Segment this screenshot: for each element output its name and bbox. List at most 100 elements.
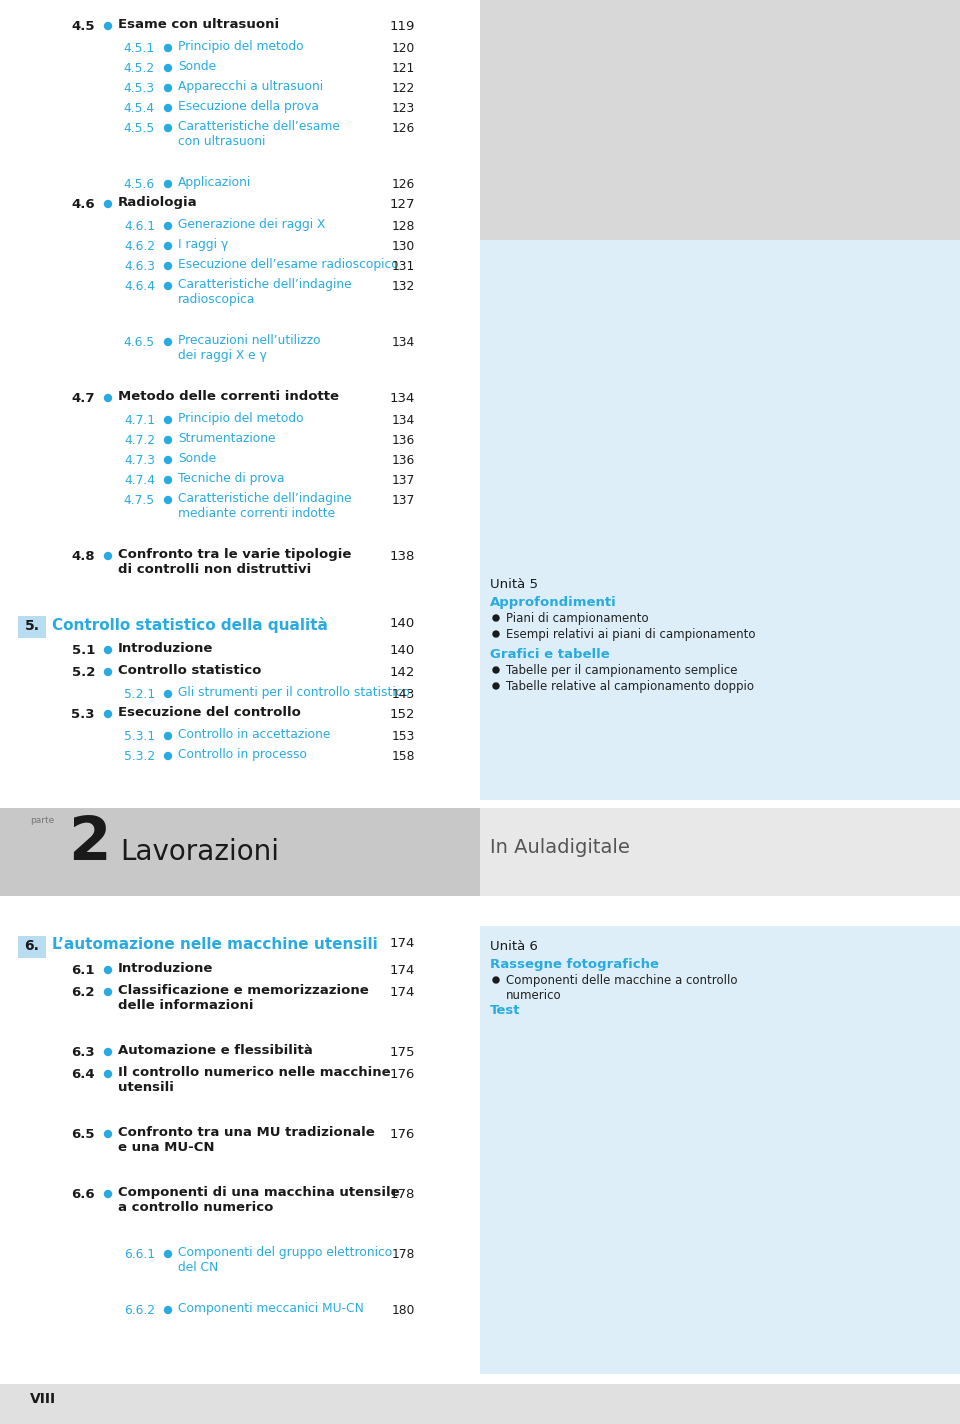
Circle shape <box>164 752 172 759</box>
Circle shape <box>164 104 172 111</box>
Circle shape <box>105 711 111 718</box>
Text: 6.4: 6.4 <box>71 1068 95 1081</box>
Circle shape <box>493 615 499 621</box>
Text: Rassegne fotografiche: Rassegne fotografiche <box>490 958 659 971</box>
Text: Precauzioni nell’utilizzo
dei raggi X e γ: Precauzioni nell’utilizzo dei raggi X e … <box>178 335 321 362</box>
Text: 5.3: 5.3 <box>71 708 95 721</box>
Text: 6.: 6. <box>25 938 39 953</box>
Text: 4.7: 4.7 <box>71 392 95 404</box>
Text: 4.7.4: 4.7.4 <box>124 474 155 487</box>
Text: 4.6.4: 4.6.4 <box>124 281 155 293</box>
Text: Test: Test <box>490 1004 520 1017</box>
Text: 140: 140 <box>390 617 415 629</box>
Text: Esecuzione della prova: Esecuzione della prova <box>178 100 319 112</box>
Text: 140: 140 <box>390 644 415 656</box>
Circle shape <box>164 44 172 51</box>
Text: parte: parte <box>30 816 55 824</box>
Text: Componenti meccanici MU-CN: Componenti meccanici MU-CN <box>178 1302 364 1314</box>
Circle shape <box>105 201 111 208</box>
Text: 4.6.3: 4.6.3 <box>124 261 155 273</box>
Text: 158: 158 <box>392 750 415 763</box>
Text: Esecuzione del controllo: Esecuzione del controllo <box>118 706 300 719</box>
Text: Esempi relativi ai piani di campionamento: Esempi relativi ai piani di campionament… <box>506 628 756 641</box>
Text: 4.5.2: 4.5.2 <box>124 63 155 75</box>
FancyBboxPatch shape <box>480 926 960 1374</box>
Circle shape <box>164 339 172 346</box>
Text: 128: 128 <box>392 219 415 234</box>
Text: 134: 134 <box>392 336 415 349</box>
Text: Componenti del gruppo elettronico
del CN: Componenti del gruppo elettronico del CN <box>178 1246 393 1274</box>
Circle shape <box>105 1131 111 1138</box>
FancyBboxPatch shape <box>480 241 960 570</box>
Text: 153: 153 <box>392 731 415 743</box>
Text: 4.7.1: 4.7.1 <box>124 414 155 427</box>
Text: 6.3: 6.3 <box>71 1047 95 1059</box>
FancyBboxPatch shape <box>0 1384 960 1424</box>
Circle shape <box>164 457 172 463</box>
Circle shape <box>164 497 172 504</box>
Text: 5.: 5. <box>25 619 39 634</box>
Circle shape <box>105 23 111 30</box>
Circle shape <box>164 691 172 698</box>
Text: Confronto tra una MU tradizionale
e una MU-CN: Confronto tra una MU tradizionale e una … <box>118 1126 374 1153</box>
Circle shape <box>105 988 111 995</box>
Text: 131: 131 <box>392 261 415 273</box>
Text: 6.6: 6.6 <box>71 1188 95 1200</box>
Circle shape <box>164 437 172 443</box>
Text: 119: 119 <box>390 20 415 33</box>
Circle shape <box>164 416 172 423</box>
Text: 176: 176 <box>390 1128 415 1141</box>
Text: Grafici e tabelle: Grafici e tabelle <box>490 648 610 661</box>
Text: 127: 127 <box>390 198 415 211</box>
Text: 174: 174 <box>390 937 415 950</box>
Text: Gli strumenti per il controllo statistico: Gli strumenti per il controllo statistic… <box>178 686 410 699</box>
Text: Introduzione: Introduzione <box>118 963 213 975</box>
Text: 134: 134 <box>392 414 415 427</box>
Text: 5.2: 5.2 <box>72 666 95 679</box>
Text: 178: 178 <box>392 1247 415 1262</box>
Circle shape <box>105 1048 111 1055</box>
Text: 4.5.4: 4.5.4 <box>124 103 155 115</box>
FancyBboxPatch shape <box>18 617 46 638</box>
Text: 4.5.1: 4.5.1 <box>124 41 155 56</box>
Text: Confronto tra le varie tipologie
di controlli non distruttivi: Confronto tra le varie tipologie di cont… <box>118 548 351 575</box>
Text: 180: 180 <box>392 1304 415 1317</box>
Text: Approfondimenti: Approfondimenti <box>490 597 616 609</box>
Text: 178: 178 <box>390 1188 415 1200</box>
Text: Controllo in accettazione: Controllo in accettazione <box>178 728 330 740</box>
Circle shape <box>164 181 172 188</box>
Circle shape <box>105 1190 111 1198</box>
Text: Applicazioni: Applicazioni <box>178 177 252 189</box>
Text: 6.6.2: 6.6.2 <box>124 1304 155 1317</box>
Text: 4.6.5: 4.6.5 <box>124 336 155 349</box>
Circle shape <box>105 1071 111 1078</box>
Text: Principio del metodo: Principio del metodo <box>178 412 303 424</box>
Text: Componenti delle macchine a controllo
numerico: Componenti delle macchine a controllo nu… <box>506 974 737 1002</box>
Circle shape <box>493 631 499 637</box>
Circle shape <box>164 262 172 269</box>
Circle shape <box>164 242 172 249</box>
Text: 122: 122 <box>392 83 415 95</box>
Text: 4.6: 4.6 <box>71 198 95 211</box>
Text: Il controllo numerico nelle macchine
utensili: Il controllo numerico nelle macchine ute… <box>118 1067 391 1094</box>
Text: 6.5: 6.5 <box>71 1128 95 1141</box>
Text: 5.1: 5.1 <box>72 644 95 656</box>
Text: I raggi γ: I raggi γ <box>178 238 228 251</box>
Circle shape <box>493 977 499 983</box>
Text: VIII: VIII <box>30 1393 56 1405</box>
Text: Sonde: Sonde <box>178 451 216 466</box>
Text: Classificazione e memorizzazione
delle informazioni: Classificazione e memorizzazione delle i… <box>118 984 369 1012</box>
Text: 137: 137 <box>392 494 415 507</box>
Text: Controllo statistico: Controllo statistico <box>118 664 261 676</box>
Text: 126: 126 <box>392 122 415 135</box>
Text: 6.2: 6.2 <box>71 985 95 1000</box>
Text: Apparecchi a ultrasuoni: Apparecchi a ultrasuoni <box>178 80 324 93</box>
Text: 4.5.3: 4.5.3 <box>124 83 155 95</box>
Circle shape <box>105 646 111 654</box>
Text: In Auladigitale: In Auladigitale <box>490 837 630 857</box>
Text: Esecuzione dell’esame radioscopico: Esecuzione dell’esame radioscopico <box>178 258 398 271</box>
Circle shape <box>164 282 172 289</box>
FancyBboxPatch shape <box>0 807 480 896</box>
Text: Tabelle relative al campionamento doppio: Tabelle relative al campionamento doppio <box>506 681 754 693</box>
Circle shape <box>493 684 499 689</box>
